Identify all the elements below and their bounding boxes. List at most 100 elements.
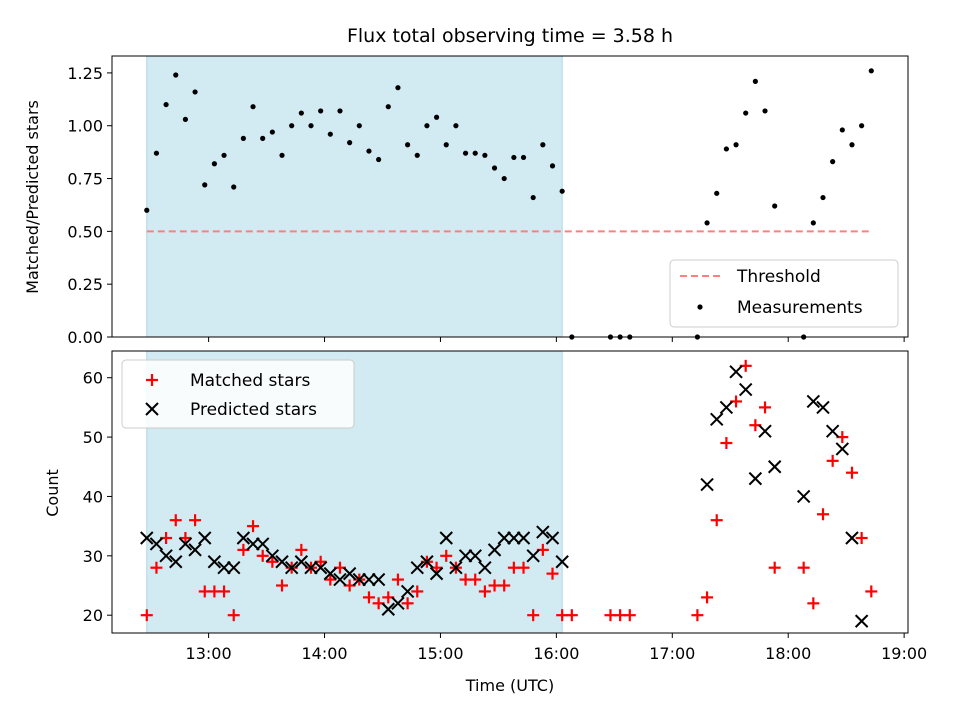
legend-matched-label: Matched stars xyxy=(190,371,310,391)
measurement-point-9 xyxy=(231,184,237,190)
predicted-star-point-26 xyxy=(391,596,405,611)
predicted-star-point-38 xyxy=(507,531,521,545)
legend-predicted-swatch xyxy=(145,402,159,416)
measurement-point-18 xyxy=(318,108,324,114)
legend-measurements-label: Measurements xyxy=(737,298,863,318)
bottom-y-axis-label: Count xyxy=(43,469,62,517)
measurement-point-51 xyxy=(723,146,729,152)
matched-star-point-42 xyxy=(546,567,559,580)
matched-star-point-60 xyxy=(826,454,839,467)
predicted-star-point-11 xyxy=(246,537,260,551)
predicted-star-point-46 xyxy=(719,400,734,415)
bottom-legend: Matched stars Predicted stars xyxy=(121,359,355,429)
matched-star-point-59 xyxy=(816,508,829,521)
bottom-x-tick-label-0: 13:00 xyxy=(186,644,232,663)
legend-measurements-swatch xyxy=(697,304,703,310)
matched-star-point-3 xyxy=(169,514,182,527)
matched-star-point-8 xyxy=(218,585,231,598)
matched-star-point-14 xyxy=(276,579,289,592)
measurement-point-25 xyxy=(385,104,391,110)
predicted-star-point-18 xyxy=(313,560,328,575)
measurement-point-22 xyxy=(356,123,362,129)
predicted-star-point-5 xyxy=(188,543,202,557)
predicted-star-point-7 xyxy=(207,555,222,569)
predicted-star-point-34 xyxy=(468,549,482,563)
predicted-star-point-10 xyxy=(236,531,251,545)
measurement-point-0 xyxy=(144,207,150,213)
measurement-point-50 xyxy=(714,190,720,196)
measurement-point-15 xyxy=(289,123,295,129)
measurement-point-16 xyxy=(298,110,304,116)
top-legend-box xyxy=(669,259,899,328)
matched-star-point-39 xyxy=(517,561,530,574)
matched-star-point-49 xyxy=(701,591,714,604)
measurement-point-23 xyxy=(366,148,372,154)
top-axes xyxy=(111,55,909,338)
measurement-point-56 xyxy=(772,203,778,209)
measurement-point-27 xyxy=(405,142,411,148)
matched-star-point-12 xyxy=(256,549,269,562)
top-shaded-region xyxy=(146,55,563,338)
predicted-star-point-28 xyxy=(410,560,424,575)
measurement-point-32 xyxy=(453,123,459,129)
top-y-axis-label: Matched/Predicted stars xyxy=(23,100,42,294)
top-shaded-span xyxy=(146,55,563,338)
predicted-star-point-1 xyxy=(149,537,164,551)
top-x-ticks xyxy=(208,337,905,342)
top-y-tick-label-5: 1.25 xyxy=(67,64,103,83)
predicted-star-point-31 xyxy=(439,531,453,545)
measurement-point-5 xyxy=(192,89,198,95)
measurement-point-6 xyxy=(202,182,208,188)
matched-star-point-64 xyxy=(865,585,878,598)
measurement-point-63 xyxy=(859,123,865,129)
matched-star-point-57 xyxy=(797,561,810,574)
predicted-star-points xyxy=(140,365,869,628)
matched-star-point-50 xyxy=(710,514,723,527)
predicted-star-point-56 xyxy=(835,442,850,456)
matched-star-point-11 xyxy=(247,520,260,533)
predicted-star-point-55 xyxy=(825,424,840,438)
measurement-point-60 xyxy=(830,159,836,165)
measurement-point-41 xyxy=(540,142,546,148)
predicted-star-point-17 xyxy=(304,560,318,575)
predicted-star-point-2 xyxy=(159,549,173,563)
bottom-y-tick-label-0: 20 xyxy=(83,606,103,625)
matched-star-point-55 xyxy=(759,401,772,414)
matched-star-point-31 xyxy=(440,549,453,562)
predicted-star-point-24 xyxy=(371,572,386,587)
top-y-tick-label-4: 1.00 xyxy=(67,117,103,136)
predicted-star-point-54 xyxy=(816,400,830,415)
predicted-star-point-39 xyxy=(516,531,531,545)
bottom-x-tick-label-2: 15:00 xyxy=(417,644,463,663)
predicted-star-point-0 xyxy=(140,531,154,545)
matched-star-point-47 xyxy=(623,609,636,622)
measurement-point-61 xyxy=(839,127,845,133)
matched-star-point-58 xyxy=(807,597,820,610)
predicted-star-point-42 xyxy=(545,531,560,545)
predicted-star-point-47 xyxy=(729,365,743,379)
top-panel: 0.00 0.25 0.50 0.75 1.00 1.25 Matched/Predict… xyxy=(23,55,909,347)
top-y-ticks: 0.00 0.25 0.50 0.75 1.00 1.25 xyxy=(67,64,112,347)
measurement-point-34 xyxy=(472,150,478,156)
matched-star-point-28 xyxy=(411,585,424,598)
measurement-point-42 xyxy=(549,163,556,169)
bottom-x-tick-label-6: 19:00 xyxy=(881,644,927,663)
bottom-x-tick-label-3: 16:00 xyxy=(533,644,579,663)
measurement-point-11 xyxy=(250,104,256,110)
measurement-point-3 xyxy=(173,72,179,78)
bottom-axes xyxy=(111,350,909,634)
measurement-point-4 xyxy=(182,116,189,122)
measurement-point-30 xyxy=(433,114,440,120)
matched-star-point-23 xyxy=(362,591,375,604)
predicted-star-point-25 xyxy=(381,602,395,616)
predicted-star-point-30 xyxy=(429,566,444,581)
measurement-point-38 xyxy=(511,154,517,161)
matched-star-point-63 xyxy=(855,532,868,545)
matched-star-point-19 xyxy=(324,573,337,586)
matched-star-point-13 xyxy=(266,555,279,568)
measurement-point-49 xyxy=(704,220,710,226)
bottom-y-tick-label-4: 60 xyxy=(83,369,103,388)
top-y-tick-label-1: 0.25 xyxy=(67,275,103,294)
matched-star-point-5 xyxy=(189,514,202,527)
